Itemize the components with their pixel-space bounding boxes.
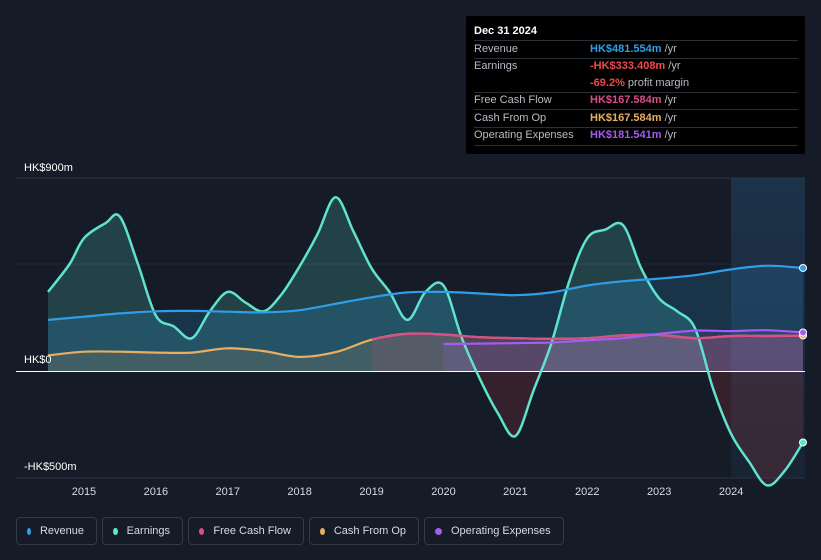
earnings-negative-area <box>48 371 803 486</box>
data-tooltip: Dec 31 2024 Revenue HK$481.554m /yr Earn… <box>466 16 805 154</box>
tooltip-divider <box>474 109 798 110</box>
x-tick-label: 2019 <box>359 486 383 498</box>
tooltip-label-earnings: Earnings <box>474 60 518 72</box>
earnings-endpoint <box>799 438 807 447</box>
x-tick-label: 2021 <box>503 486 527 498</box>
legend-label: Operating Expenses <box>451 525 551 537</box>
tooltip-date: Dec 31 2024 <box>474 25 537 37</box>
legend-label: Earnings <box>126 525 170 537</box>
y-tick-label-zero: HK$0 <box>24 354 52 366</box>
earnings-dot-icon <box>113 527 118 535</box>
legend-item-revenue[interactable]: Revenue <box>16 517 97 545</box>
tooltip-value-free-cash-flow: HK$167.584m /yr <box>590 94 677 106</box>
tooltip-value-cash-from-op: HK$167.584m /yr <box>590 112 677 124</box>
tooltip-value-earnings: -HK$333.408m /yr <box>590 60 681 72</box>
forecast-shaded-region <box>731 178 805 478</box>
legend-item-free-cash-flow[interactable]: Free Cash Flow <box>188 517 304 545</box>
legend-item-operating-expenses[interactable]: Operating Expenses <box>424 517 564 545</box>
tooltip-divider <box>474 92 798 93</box>
tooltip-label-cash-from-op: Cash From Op <box>474 112 547 124</box>
x-tick-label: 2022 <box>575 486 599 498</box>
tooltip-label-free-cash-flow: Free Cash Flow <box>474 94 552 106</box>
operating-expenses-area <box>443 330 803 372</box>
operating-expenses-line <box>443 329 804 346</box>
tooltip-divider <box>474 127 798 128</box>
tooltip-value-revenue: HK$481.554m /yr <box>590 43 677 55</box>
free-cash-flow-line <box>371 332 804 341</box>
tooltip-divider <box>474 40 798 41</box>
x-tick-label: 2018 <box>287 486 311 498</box>
legend-label: Cash From Op <box>333 525 406 537</box>
x-tick-label: 2017 <box>216 486 240 498</box>
earnings-positive-area <box>48 197 803 372</box>
operating-expenses-endpoint <box>799 328 807 337</box>
cash-from-op-area <box>48 333 803 372</box>
x-tick-label: 2015 <box>72 486 96 498</box>
revenue-area <box>48 265 803 372</box>
y-tick-label-top: HK$900m <box>24 162 73 174</box>
tooltip-label-revenue: Revenue <box>474 43 519 55</box>
x-tick-label: 2023 <box>647 486 671 498</box>
tooltip-divider <box>474 145 798 146</box>
legend-item-earnings[interactable]: Earnings <box>102 517 183 545</box>
tooltip-value-profit-margin: -69.2% profit margin <box>590 77 690 89</box>
tooltip-label-operating-expenses: Operating Expenses <box>474 129 574 141</box>
revenue-endpoint <box>799 263 807 272</box>
cash-from-op-dot-icon <box>320 527 325 535</box>
x-tick-label: 2016 <box>144 486 168 498</box>
legend-item-cash-from-op[interactable]: Cash From Op <box>309 517 419 545</box>
legend-label: Free Cash Flow <box>213 525 291 537</box>
y-tick-label-bottom: -HK$500m <box>24 461 77 473</box>
x-tick-label: 2020 <box>431 486 455 498</box>
free-cash-flow-dot-icon <box>199 527 205 535</box>
tooltip-divider <box>474 58 798 59</box>
revenue-line <box>47 264 804 321</box>
x-tick-label: 2024 <box>719 486 743 498</box>
tooltip-value-operating-expenses: HK$181.541m /yr <box>590 129 677 141</box>
operating-expenses-dot-icon <box>435 527 442 535</box>
financial-history-chart: HK$900m HK$0 -HK$500m 2015 2016 2017 2018 20… <box>16 162 807 498</box>
legend-label: Revenue <box>39 525 84 537</box>
revenue-dot-icon <box>27 527 31 535</box>
